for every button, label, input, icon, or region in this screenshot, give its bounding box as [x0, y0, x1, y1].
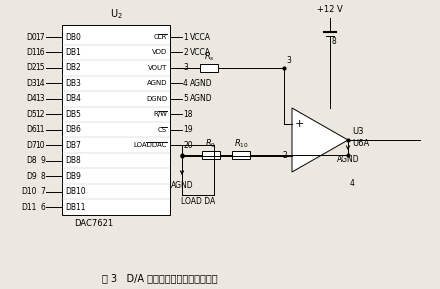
Text: 11: 11 — [36, 125, 45, 134]
Text: VOUT: VOUT — [148, 65, 167, 71]
Text: D1: D1 — [26, 48, 37, 57]
Text: 2: 2 — [183, 48, 188, 57]
Text: DB1: DB1 — [65, 48, 81, 57]
Text: D6: D6 — [26, 125, 37, 134]
Text: VDD: VDD — [152, 49, 167, 55]
Text: DB11: DB11 — [65, 203, 85, 212]
Text: 8: 8 — [332, 37, 337, 46]
Text: DB5: DB5 — [65, 110, 81, 119]
Text: DB9: DB9 — [65, 172, 81, 181]
Text: 19: 19 — [183, 125, 193, 134]
Text: DB7: DB7 — [65, 141, 81, 150]
Text: 3: 3 — [286, 56, 291, 65]
Text: AGND: AGND — [171, 181, 193, 190]
Bar — [62, 25, 170, 215]
Polygon shape — [292, 108, 348, 172]
Text: VCCA: VCCA — [190, 48, 211, 57]
Text: U6A: U6A — [352, 138, 369, 147]
Text: DB3: DB3 — [65, 79, 81, 88]
Text: DB8: DB8 — [65, 156, 81, 165]
Text: 8: 8 — [40, 172, 45, 181]
Text: D7: D7 — [26, 141, 37, 150]
Text: 15: 15 — [35, 63, 45, 73]
Text: 18: 18 — [183, 110, 193, 119]
Text: 10: 10 — [35, 141, 45, 150]
Text: 16: 16 — [35, 48, 45, 57]
Text: 4: 4 — [183, 79, 188, 88]
Text: 6: 6 — [40, 203, 45, 212]
Text: $R_9$: $R_9$ — [205, 138, 216, 150]
Bar — [202, 151, 220, 159]
Text: +: + — [294, 119, 304, 129]
Text: DB10: DB10 — [65, 187, 86, 196]
Text: 20: 20 — [183, 141, 193, 150]
Text: 2: 2 — [282, 151, 287, 160]
Text: D10: D10 — [22, 187, 37, 196]
Text: 图 3   D/A 转换以及同相比例放大电路: 图 3 D/A 转换以及同相比例放大电路 — [102, 273, 218, 283]
Text: 5: 5 — [183, 94, 188, 103]
Bar — [232, 151, 250, 159]
Text: D2: D2 — [26, 63, 37, 73]
Text: DB6: DB6 — [65, 125, 81, 134]
Text: DAC7621: DAC7621 — [74, 219, 113, 228]
Text: 4: 4 — [350, 179, 355, 188]
Text: 13: 13 — [35, 94, 45, 103]
Text: DB4: DB4 — [65, 94, 81, 103]
Text: CLR: CLR — [154, 34, 167, 40]
Text: DB2: DB2 — [65, 63, 81, 73]
Text: $R_s$: $R_s$ — [204, 50, 214, 63]
Text: 12: 12 — [36, 110, 45, 119]
Text: $R_{10}$: $R_{10}$ — [234, 138, 249, 150]
Text: 17: 17 — [35, 32, 45, 42]
Text: D5: D5 — [26, 110, 37, 119]
Text: VCCA: VCCA — [190, 32, 211, 42]
Text: D9: D9 — [26, 172, 37, 181]
Text: D8: D8 — [26, 156, 37, 165]
Text: 7: 7 — [40, 187, 45, 196]
Text: U3: U3 — [352, 127, 363, 136]
Text: AGND: AGND — [190, 94, 213, 103]
Text: DB0: DB0 — [65, 32, 81, 42]
Text: 9: 9 — [40, 156, 45, 165]
Text: LOAD DA: LOAD DA — [181, 197, 215, 206]
Text: −: − — [294, 151, 304, 161]
Text: AGND: AGND — [147, 80, 167, 86]
Text: CS: CS — [158, 127, 167, 133]
Text: D3: D3 — [26, 79, 37, 88]
Text: 3: 3 — [183, 63, 188, 73]
Text: LOADDAC: LOADDAC — [134, 142, 167, 148]
Text: 14: 14 — [35, 79, 45, 88]
Bar — [200, 64, 218, 72]
Text: D4: D4 — [26, 94, 37, 103]
Text: D0: D0 — [26, 32, 37, 42]
Text: R/W: R/W — [153, 111, 167, 117]
Text: DGND: DGND — [146, 96, 167, 102]
Text: AGND: AGND — [337, 155, 359, 164]
Text: AGND: AGND — [190, 79, 213, 88]
Text: +12 V: +12 V — [317, 5, 343, 14]
Text: 1: 1 — [183, 32, 188, 42]
Text: U$_2$: U$_2$ — [110, 7, 122, 21]
Text: D11: D11 — [22, 203, 37, 212]
